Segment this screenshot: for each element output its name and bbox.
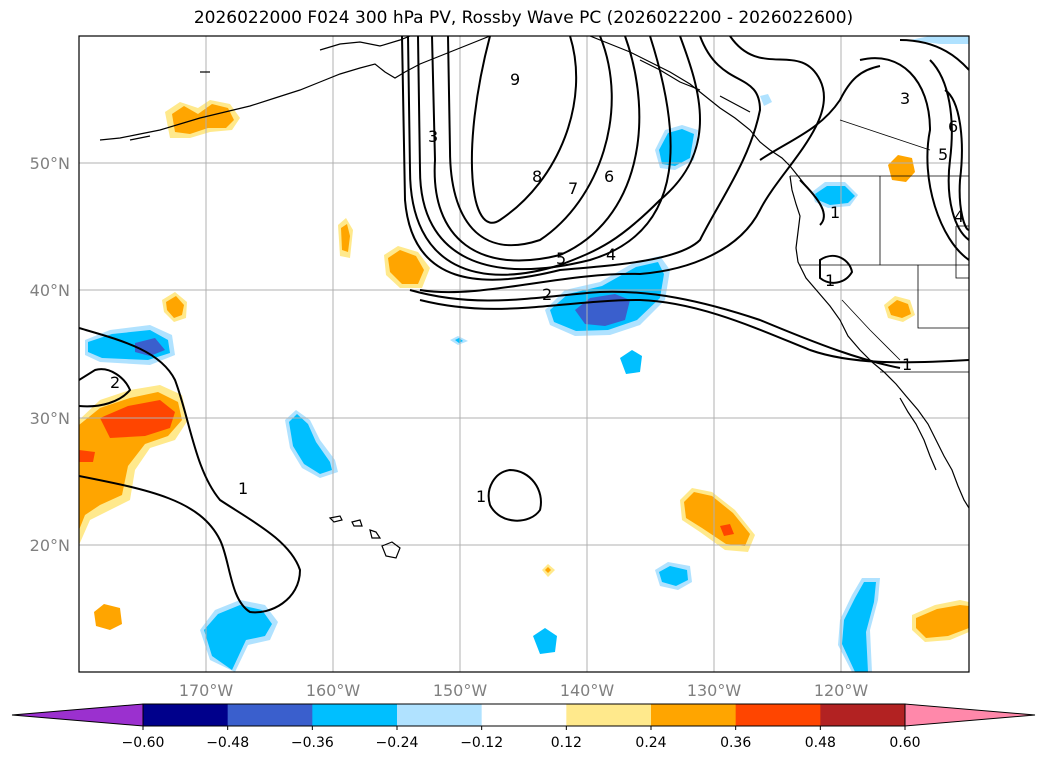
lat-label-30n: 30°N [30,409,70,428]
contour-label: 9 [510,70,520,89]
contour-label: 3 [428,127,438,146]
lon-label-130w: 130°W [687,681,742,700]
contour-label: 2 [110,373,120,392]
contour-label: 1 [476,487,486,506]
lat-label-20n: 20°N [30,536,70,555]
colorbar-segment [312,704,398,726]
colorbar-extend-high [904,703,1036,727]
colorbar-extend-low [11,703,144,727]
colorbar-tick-label: −0.60 [122,735,165,751]
colorbar-frame [142,703,906,727]
colorbar-tick-label: 0.24 [635,735,666,751]
lon-label-150w: 150°W [433,681,488,700]
colorbar-tick-label: 0.12 [551,735,582,751]
contour-label: 3 [900,89,910,108]
latitude-labels: 50°N 40°N 30°N 20°N [30,154,70,555]
contour-label: 2 [542,285,552,304]
colorbar-tick-label: −0.48 [206,735,249,751]
contour-label: 5 [556,249,566,268]
colorbar: −0.60 −0.48 −0.36 −0.24 −0.12 0.12 0.24 0.36 0.4… [11,703,1036,751]
contour-label: 6 [948,117,958,136]
lon-label-170w: 170°W [179,681,234,700]
colorbar-tick-label: 0.60 [889,735,920,751]
colorbar-segment [143,704,229,726]
map-title: 2026022000 F024 300 hPa PV, Rossby Wave … [193,8,854,28]
contour-labels: 9 8 7 6 5 4 3 2 1 1 1 2 3 4 5 6 1 1 [110,70,964,506]
contour-label: 5 [938,145,948,164]
lon-label-160w: 160°W [306,681,361,700]
colorbar-segment [227,704,313,726]
contour-label: 1 [238,479,248,498]
colorbar-tick-label: −0.12 [460,735,503,751]
colorbar-tick-label: 0.36 [720,735,751,751]
contour-label: 8 [532,167,542,186]
contour-label: 4 [954,207,964,226]
contour-label: 1 [830,203,840,222]
contour-label: 1 [902,355,912,374]
colorbar-segment [566,704,652,726]
colorbar-tick-label: 0.48 [805,735,836,751]
colorbar-segment [735,704,821,726]
lat-label-50n: 50°N [30,154,70,173]
contour-label: 1 [825,271,835,290]
colorbar-tick-label: −0.36 [291,735,334,751]
map-border [78,35,970,673]
colorbar-segment [651,704,737,726]
contour-label: 4 [606,245,616,264]
colorbar-segment [481,704,567,726]
lon-label-140w: 140°W [560,681,615,700]
colorbar-tick-label: −0.24 [376,735,419,751]
lon-label-120w: 120°W [814,681,869,700]
colorbar-segment [397,704,483,726]
longitude-labels: 170°W 160°W 150°W 140°W 130°W 120°W [179,681,869,700]
map-gridlines [79,36,969,672]
lat-label-40n: 40°N [30,281,70,300]
contour-label: 7 [568,179,578,198]
colorbar-segment [820,704,906,726]
contour-label: 6 [604,167,614,186]
pc-contours [79,36,969,614]
